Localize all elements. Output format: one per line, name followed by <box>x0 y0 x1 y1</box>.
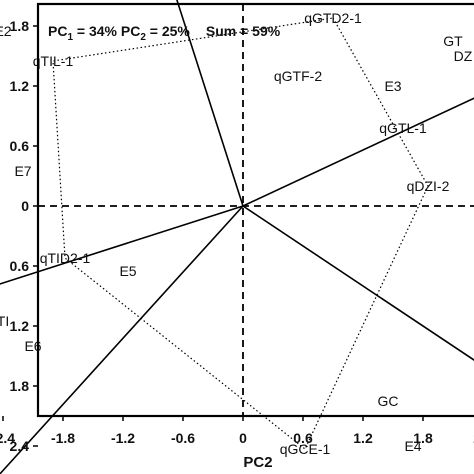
x-tick-label: 0 <box>239 430 247 446</box>
y-tick-label: 1.2 <box>10 318 30 334</box>
reference-lines <box>38 4 474 416</box>
point-labels: qGTD2-1 qTIL-1 qGTF-2 qGTL-1 qDZI-2 qTID2-1 qG… <box>0 10 473 457</box>
pc2-value: = 25% <box>146 23 191 39</box>
genotype-label-dz: DZ <box>454 48 473 64</box>
axis-ticks: -2.4-1.8-1.2-0.600.61.21.82.43.2.41.81.2… <box>0 18 474 454</box>
sector-ray-2 <box>242 97 474 207</box>
pc1-subscript: 1 <box>67 32 73 43</box>
pc1-value: = 34% PC <box>73 23 140 39</box>
x-tick-label: 1.8 <box>413 430 433 446</box>
genotype-label-qgce-1: qGCE-1 <box>280 441 331 457</box>
environment-label-e7: E7 <box>14 163 31 179</box>
y-tick-label: 2.4 <box>10 438 30 454</box>
genotype-label-qdzi-2: qDZI-2 <box>407 178 450 194</box>
pc1-label: PC <box>48 23 67 39</box>
hull-polygon <box>52 17 429 450</box>
genotype-label-qgtf-2: qGTF-2 <box>274 68 322 84</box>
pc2-subscript: 2 <box>140 32 146 43</box>
plot-frame <box>36 2 474 418</box>
x-tick-label: 0.6 <box>293 430 313 446</box>
sum-value: Sum = 59% <box>206 23 281 39</box>
y-tick-label: 1.8 <box>10 18 30 34</box>
environment-label-e3: E3 <box>384 78 401 94</box>
y-tick-label: 1.8 <box>10 378 30 394</box>
genotype-label-qtil-1: qTIL-1 <box>33 53 74 69</box>
environment-label-e6: E6 <box>24 338 41 354</box>
environment-label-e5: E5 <box>119 263 136 279</box>
y-tick-label: 0.6 <box>10 138 30 154</box>
genotype-label-qgtd2-1: qGTD2-1 <box>304 10 362 26</box>
polygon-hull <box>52 17 429 450</box>
x-axis-title: PC2 <box>243 454 272 471</box>
genotype-label-qgtl-1: qGTL-1 <box>379 120 427 136</box>
environment-label-e2: E2 <box>0 23 12 39</box>
genotype-label-qtid2-1: qTID2-1 <box>40 250 91 266</box>
genotype-label-ti: TI <box>0 313 9 329</box>
sector-ray-3 <box>242 205 474 361</box>
x-tick-label: -1.8 <box>51 430 75 446</box>
y-tick-label: 1.2 <box>10 78 30 94</box>
genotype-label-gc: GC <box>378 393 399 409</box>
sector-ray-4 <box>0 205 244 474</box>
variance-header: PC1 = 34% PC2 = 25% Sum = 59% <box>48 23 281 43</box>
x-tick-label: -1.2 <box>111 430 135 446</box>
x-tick-label: 1.2 <box>353 430 373 446</box>
x-tick-label: -2.4 <box>0 430 15 446</box>
sector-ray-5 <box>0 205 244 285</box>
y-tick-label: 0.6 <box>10 258 30 274</box>
genotype-label-gt: GT <box>443 33 463 49</box>
y-tick-label: 0 <box>21 198 29 214</box>
environment-label-e4: E4 <box>404 438 421 454</box>
x-tick-label: -0.6 <box>171 430 195 446</box>
sector-ray-1 <box>176 0 244 207</box>
